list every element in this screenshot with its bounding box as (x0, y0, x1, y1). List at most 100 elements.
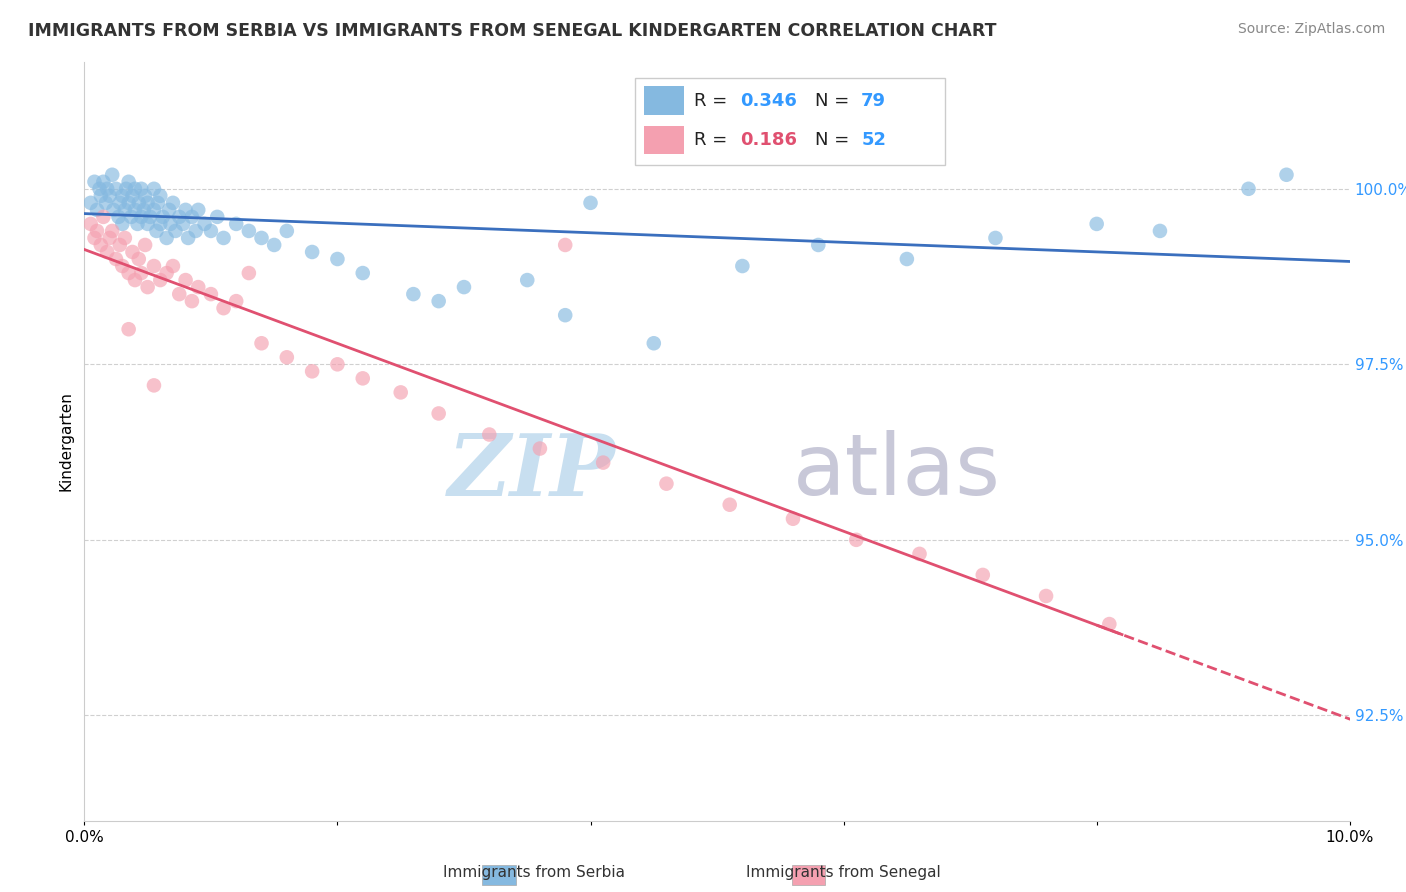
Point (136, 280, 159, 294)
Point (128, 252, 150, 266)
Point (94, 195, 117, 210)
Point (1275, 168, 1298, 182)
Point (120, 210, 142, 224)
Point (165, 224, 187, 238)
Point (212, 231, 235, 245)
Point (200, 287, 222, 301)
Point (516, 273, 538, 287)
Point (731, 259, 754, 273)
Point (174, 202, 197, 217)
Point (169, 287, 191, 301)
Point (326, 252, 349, 266)
Point (1085, 217, 1108, 231)
Point (93, 175, 115, 189)
Point (127, 217, 149, 231)
Point (1237, 182, 1260, 196)
Point (98, 231, 121, 245)
Point (184, 224, 207, 238)
Point (132, 202, 155, 217)
Point (129, 210, 153, 224)
Point (352, 266, 374, 280)
Point (402, 287, 425, 301)
Point (276, 224, 298, 238)
Point (718, 498, 741, 512)
Point (134, 238, 156, 252)
Point (90, 238, 112, 252)
Point (845, 533, 868, 547)
Point (225, 294, 247, 309)
Point (896, 252, 918, 266)
Bar (482, 865, 516, 885)
Point (1035, 589, 1057, 603)
Point (212, 301, 235, 315)
Point (115, 182, 138, 196)
Point (554, 238, 576, 252)
Point (301, 244, 323, 259)
Point (89, 182, 111, 196)
Point (427, 407, 450, 421)
Point (529, 442, 551, 456)
Point (326, 357, 349, 371)
Point (156, 266, 179, 280)
Point (121, 189, 143, 203)
Y-axis label: Kindergarten: Kindergarten (58, 392, 73, 491)
Point (149, 217, 172, 231)
Point (301, 364, 323, 378)
Point (134, 189, 156, 203)
Point (453, 280, 475, 294)
Point (129, 266, 153, 280)
Point (478, 427, 501, 442)
Point (136, 195, 159, 210)
Point (180, 210, 204, 224)
Point (187, 280, 209, 294)
Point (111, 217, 134, 231)
Point (118, 266, 141, 280)
Point (129, 182, 153, 196)
Point (152, 210, 174, 224)
Point (149, 273, 172, 287)
Point (143, 182, 166, 196)
Point (114, 231, 136, 245)
Point (86, 224, 108, 238)
Point (1098, 617, 1121, 632)
Point (554, 308, 576, 322)
Point (180, 294, 204, 309)
Point (238, 224, 260, 238)
Point (139, 210, 162, 224)
Text: atlas: atlas (793, 430, 1001, 514)
Point (225, 217, 247, 231)
Point (194, 217, 217, 231)
Point (592, 456, 614, 470)
Point (1149, 224, 1171, 238)
Point (643, 336, 665, 351)
Point (177, 231, 200, 245)
Point (427, 294, 450, 309)
Point (107, 210, 129, 224)
Point (200, 224, 222, 238)
Point (83, 231, 105, 245)
Point (90, 189, 112, 203)
Point (207, 210, 229, 224)
Point (250, 336, 273, 351)
Point (143, 202, 166, 217)
Point (124, 202, 146, 217)
Point (984, 231, 1007, 245)
Point (101, 168, 124, 182)
Point (174, 273, 197, 287)
Point (136, 217, 159, 231)
Point (121, 244, 143, 259)
Point (98, 189, 121, 203)
Point (149, 189, 172, 203)
Point (908, 547, 931, 561)
Bar (792, 865, 825, 885)
Point (238, 266, 260, 280)
Point (146, 195, 169, 210)
Point (276, 351, 298, 365)
Point (96, 244, 118, 259)
Text: Immigrants from Senegal: Immigrants from Senegal (747, 865, 941, 880)
Point (79, 195, 103, 210)
Point (108, 238, 131, 252)
Point (118, 195, 141, 210)
Point (111, 189, 134, 203)
Point (105, 252, 127, 266)
